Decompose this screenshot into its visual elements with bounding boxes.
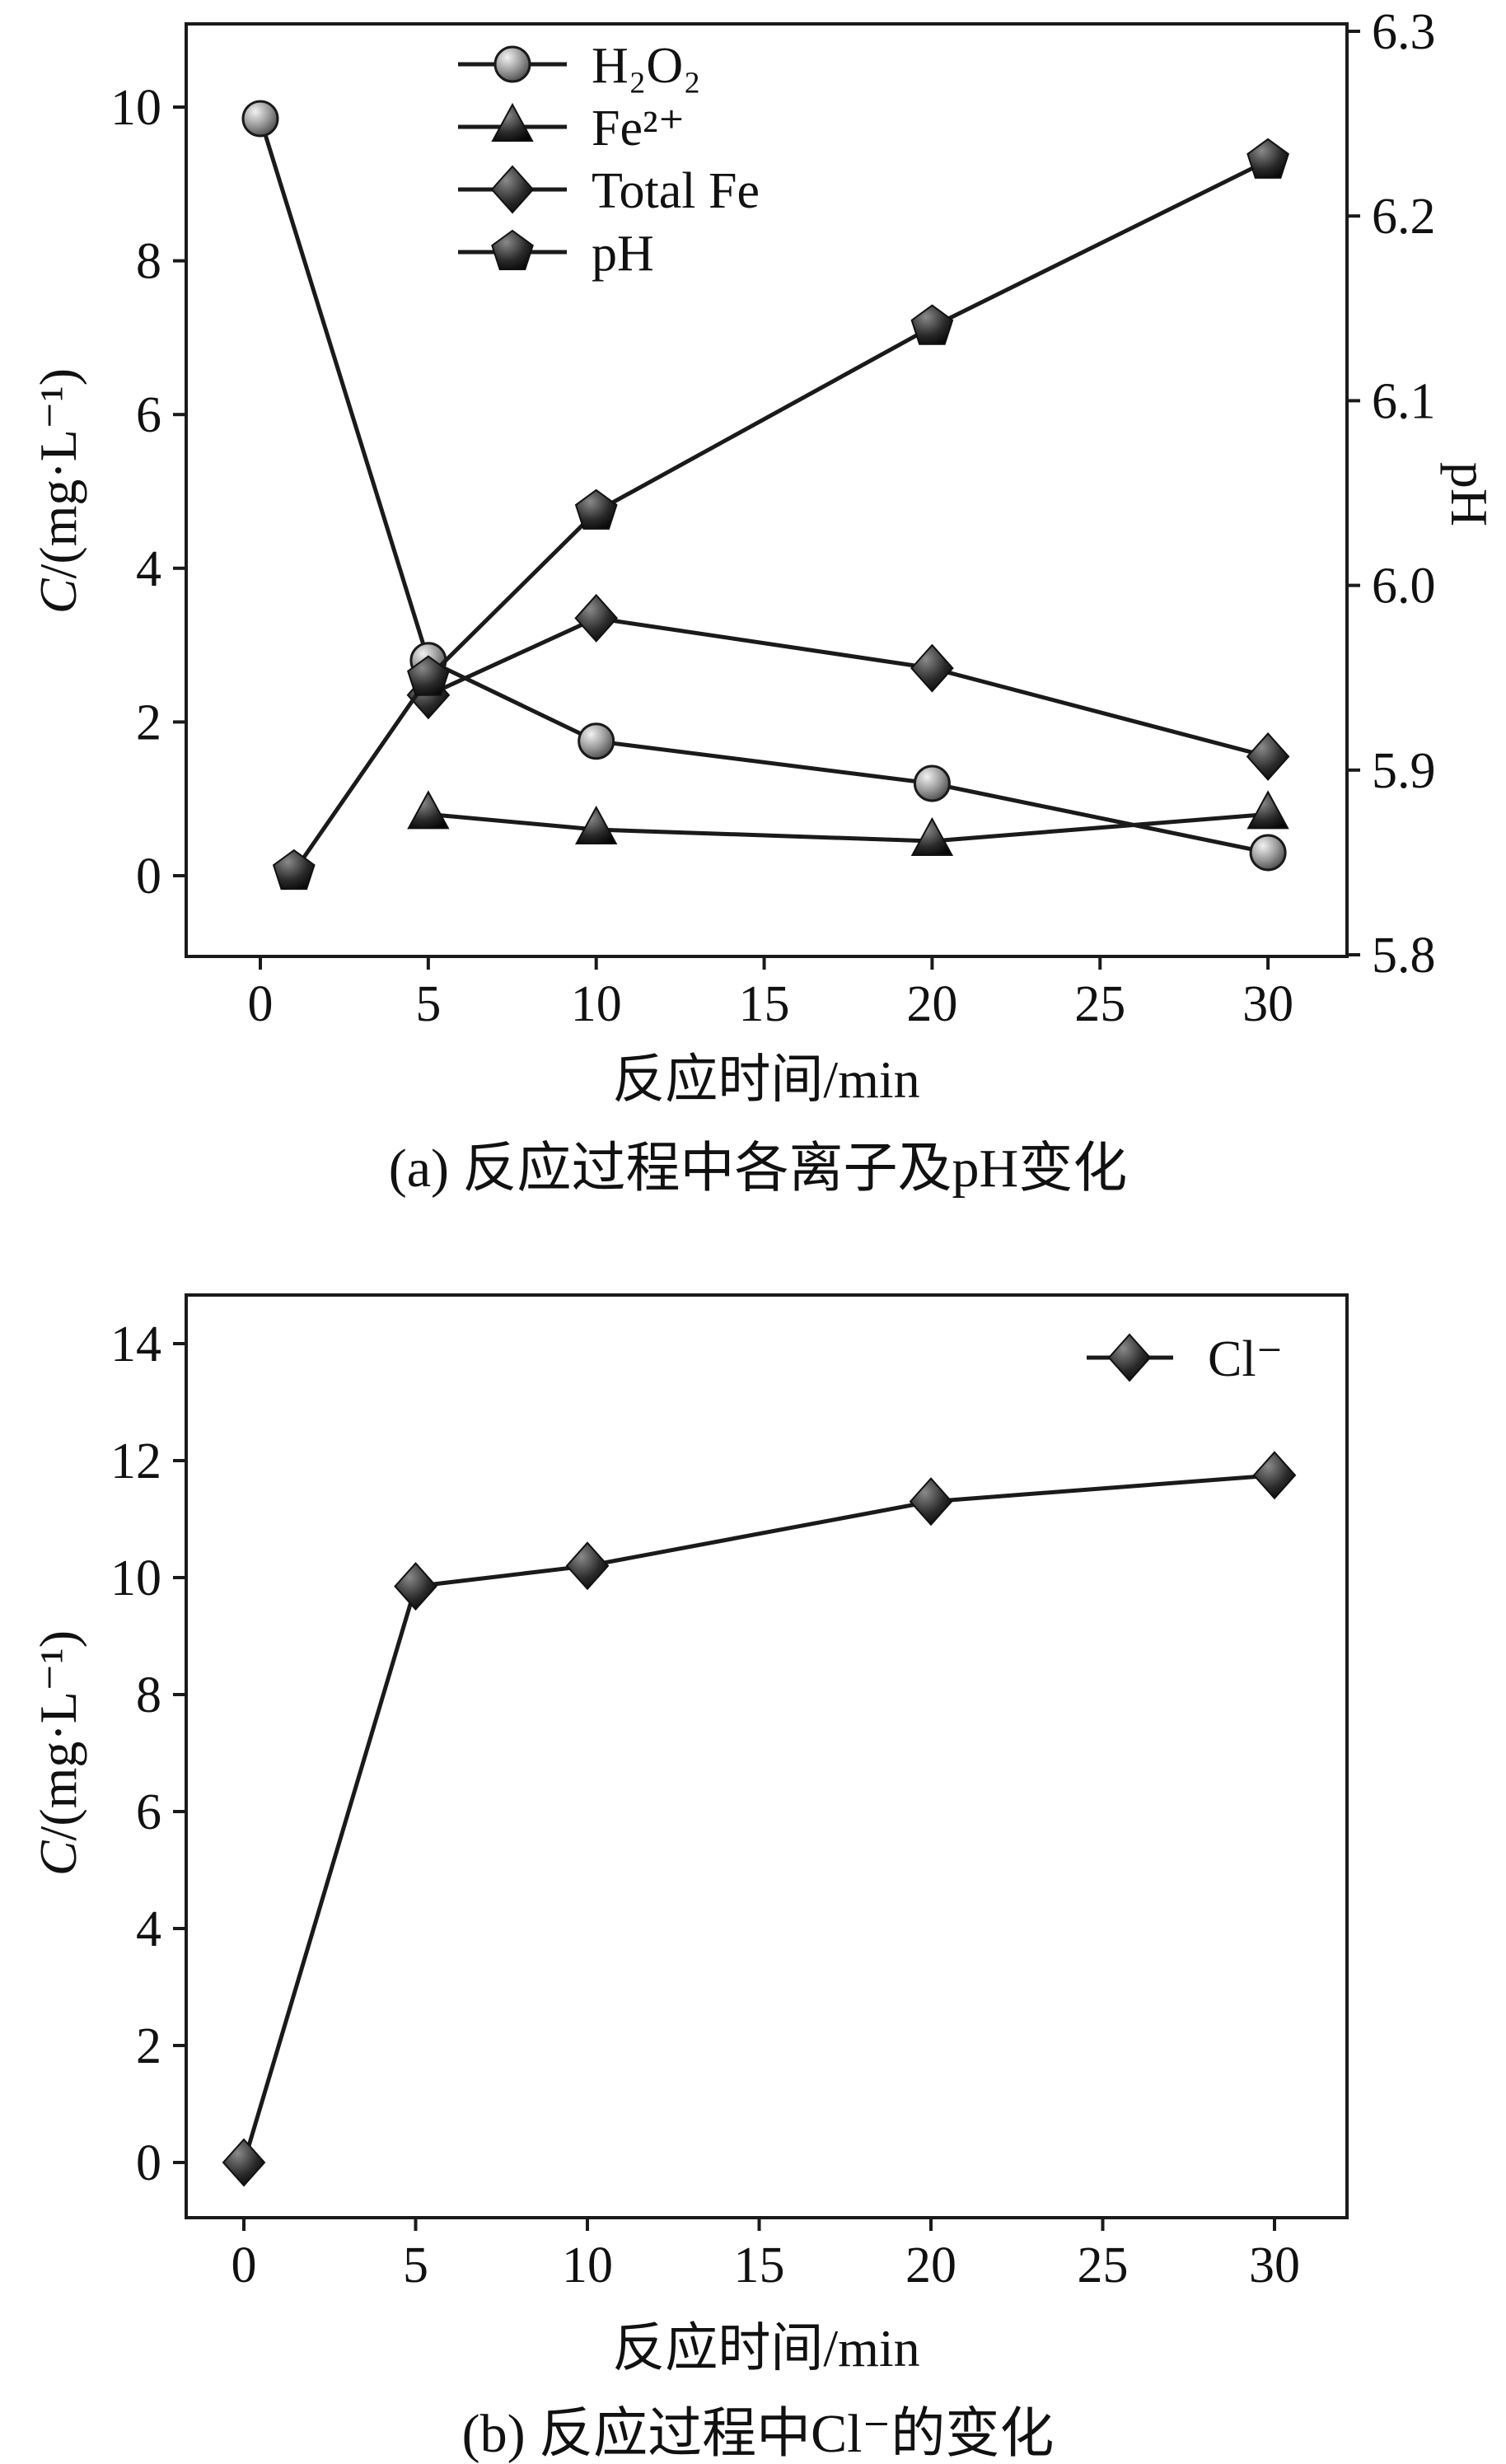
- chart-b-legend: Cl⁻: [1087, 1331, 1283, 1387]
- plot-border: [185, 22, 1349, 958]
- chart-a: 0 5 10 15 20 25 30 0 2 4 6 8 10 5.8 5.9 6.0 6.1 6.2 6.3 H₂…: [0, 0, 1506, 1211]
- x-tick-label: 15: [739, 976, 790, 1032]
- x-tick-label: 5: [415, 976, 441, 1032]
- chart-b-caption: (b) 反应过程中Cl⁻的变化: [462, 2404, 1055, 2464]
- plot-border: [185, 1293, 1349, 2219]
- legend-label: Total Fe: [592, 163, 760, 219]
- y-tick-label: 4: [136, 541, 161, 597]
- y-right-tick-label: 6.1: [1372, 373, 1436, 429]
- y-tick-label: 8: [136, 1667, 161, 1723]
- legend-label: H₂O₂: [592, 38, 701, 94]
- x-tick-label: 10: [571, 976, 622, 1032]
- diamond-marker: [1107, 1333, 1152, 1382]
- triangle-marker: [1246, 790, 1289, 830]
- pentagon-marker: [272, 849, 316, 891]
- x-tick-label: 30: [1242, 976, 1293, 1032]
- y-right-tick-label: 6.2: [1372, 189, 1436, 245]
- y-tick-label: 6: [136, 387, 161, 443]
- pentagon-marker: [910, 304, 954, 345]
- x-tick-label: 20: [906, 976, 957, 1032]
- y-tick-label: 2: [136, 694, 161, 750]
- y-tick-label: 8: [136, 234, 161, 290]
- diamond-marker: [222, 2138, 266, 2187]
- x-tick-label: 5: [403, 2237, 428, 2293]
- legend-label: Fe²⁺: [592, 101, 685, 157]
- x-tick-label: 0: [248, 976, 274, 1032]
- triangle-marker: [910, 816, 954, 856]
- chart-a-xlabel: 反应时间/min: [612, 1050, 919, 1109]
- triangle-marker: [575, 805, 618, 844]
- circle-marker: [1249, 834, 1287, 872]
- y-right-tick-label: 5.8: [1372, 928, 1436, 984]
- y-right-tick-label: 6.0: [1372, 559, 1436, 615]
- series-line-circle: [258, 118, 1269, 855]
- series-line-diamond: [427, 615, 1269, 759]
- series-line-triangle: [428, 811, 1269, 844]
- triangle-marker: [407, 790, 450, 830]
- series-line-diamond: [241, 1473, 1275, 2163]
- chart-a-legend: H₂O₂ Fe²⁺ Total Fe pH: [458, 38, 760, 282]
- x-tick-label: 0: [232, 2237, 257, 2293]
- circle-marker: [493, 45, 531, 83]
- diamond-marker: [490, 165, 535, 214]
- diamond-marker: [394, 1562, 437, 1611]
- x-tick-label: 25: [1078, 2237, 1129, 2293]
- circle-marker: [241, 100, 279, 138]
- chart-b-ylabel-left: C/(mg·L⁻¹): [29, 1630, 87, 1876]
- chart-a-series: [241, 100, 1290, 891]
- triangle-marker: [491, 102, 534, 142]
- y-right-tick-label: 6.3: [1372, 4, 1436, 60]
- diamond-marker: [574, 593, 619, 643]
- diamond-marker: [1246, 732, 1290, 781]
- y-tick-label: 14: [110, 1316, 161, 1372]
- y-tick-label: 4: [136, 1901, 161, 1957]
- y-tick-label: 10: [110, 80, 161, 136]
- circle-marker: [578, 722, 615, 760]
- chart-b-series: [222, 1451, 1297, 2187]
- y-tick-label: 0: [136, 2135, 161, 2191]
- pentagon-marker: [1246, 138, 1289, 179]
- pentagon-marker: [574, 489, 618, 530]
- diamond-marker: [909, 1477, 953, 1527]
- circle-marker: [913, 764, 951, 802]
- y-tick-label: 0: [136, 849, 161, 905]
- chart-b: 0 5 10 15 20 25 30 0 2 4 6 8 10 12 14 Cl⁻ C/(mg·L⁻¹) 反…: [0, 1211, 1506, 2464]
- legend-label: Cl⁻: [1208, 1331, 1283, 1387]
- chart-a-axes: 0 5 10 15 20 25 30 0 2 4 6 8 10 5.8 5.9 6.0 6.1 6.2 6.3: [110, 4, 1436, 1032]
- chart-b-xlabel: 反应时间/min: [612, 2319, 919, 2378]
- chart-a-caption: (a) 反应过程中各离子及pH变化: [389, 1138, 1127, 1199]
- diamond-marker: [910, 643, 954, 693]
- x-tick-label: 10: [562, 2237, 613, 2293]
- x-tick-label: 30: [1249, 2237, 1300, 2293]
- y-axis-label: C/(mg·L⁻¹): [29, 1630, 87, 1876]
- x-tick-label: 20: [905, 2237, 956, 2293]
- legend-label: pH: [592, 226, 654, 282]
- y-tick-label: 10: [110, 1550, 161, 1606]
- chart-a-ylabel-left: C/(mg·L⁻¹): [29, 368, 87, 614]
- chart-b-axes: 0 5 10 15 20 25 30 0 2 4 6 8 10 12 14: [110, 1293, 1349, 2293]
- y-tick-label: 2: [136, 2018, 161, 2074]
- pentagon-marker: [491, 229, 534, 270]
- x-tick-label: 15: [734, 2237, 785, 2293]
- chart-a-ylabel-right: pH: [1440, 462, 1499, 526]
- x-tick-label: 25: [1074, 976, 1125, 1032]
- y-axis-label: C/(mg·L⁻¹): [29, 368, 87, 614]
- y-tick-label: 6: [136, 1784, 161, 1840]
- y-tick-label: 12: [110, 1433, 161, 1489]
- pentagon-marker: [407, 655, 450, 696]
- diamond-marker: [1252, 1451, 1297, 1500]
- diamond-marker: [565, 1541, 610, 1591]
- y-right-tick-label: 5.9: [1372, 743, 1436, 799]
